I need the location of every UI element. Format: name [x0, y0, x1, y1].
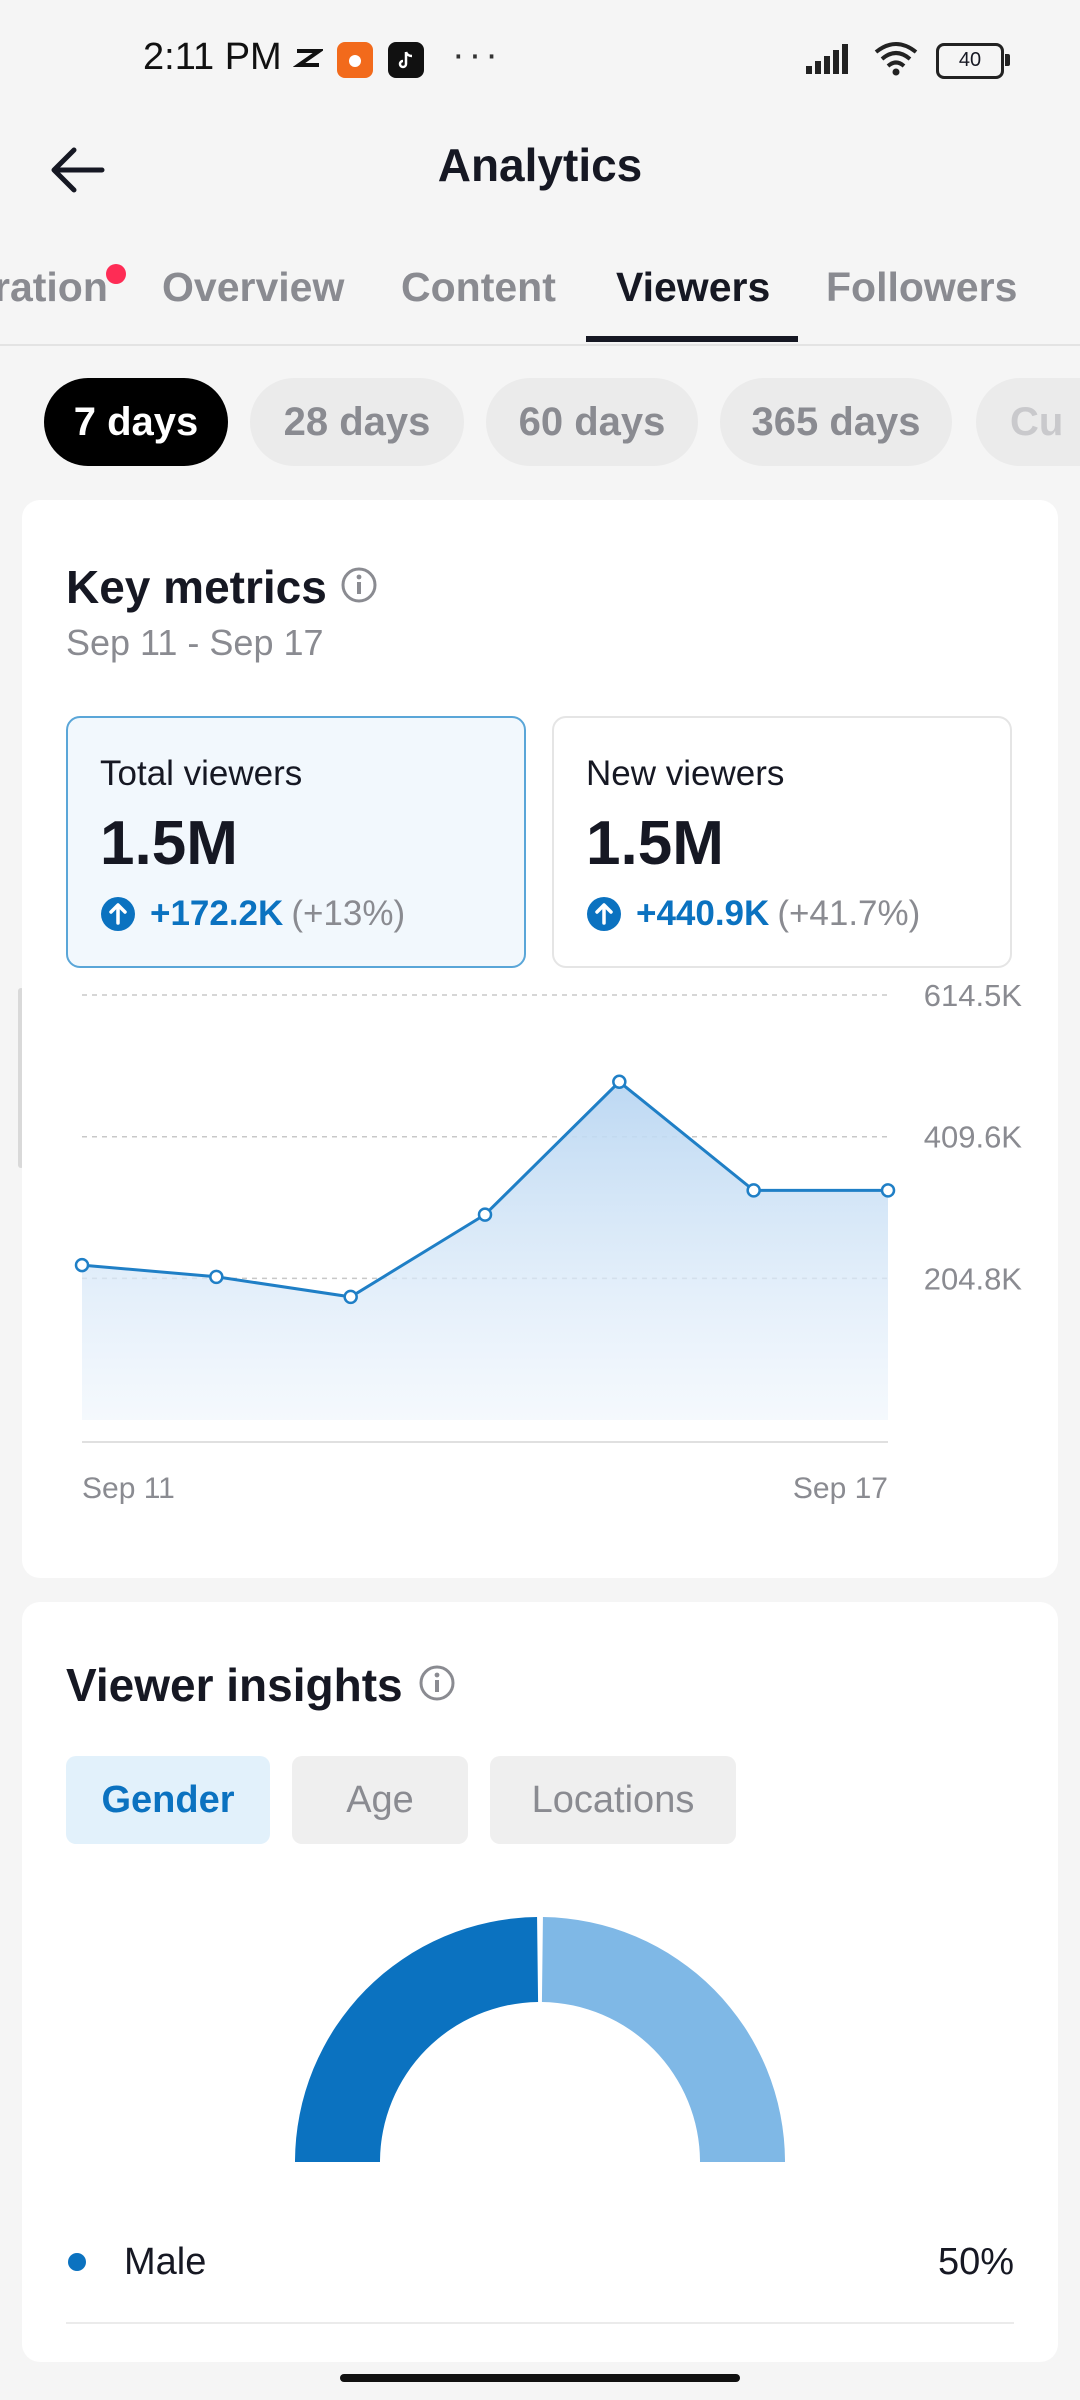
- x-tick-label: Sep 17: [793, 1472, 888, 1505]
- metric-change-percent: (+41.7%): [777, 894, 921, 933]
- legend-label: Male: [124, 2240, 207, 2283]
- arrow-left-icon: [51, 147, 105, 193]
- home-indicator: [340, 2374, 740, 2382]
- scroll-indicator: [18, 988, 24, 1168]
- back-button[interactable]: [40, 134, 112, 206]
- viewers-line-chart: 204.8K 409.6K 614.5K Sep 11 Sep 17: [74, 978, 1023, 1505]
- metric-value: 1.5M: [586, 809, 724, 878]
- tab-age[interactable]: Age: [292, 1756, 468, 1844]
- battery-icon: 40: [936, 42, 1010, 79]
- app-header: Analytics: [0, 120, 1080, 220]
- metric-change-percent: (+13%): [291, 894, 406, 933]
- tab-followers[interactable]: Followers: [826, 264, 1018, 310]
- more-notifications-icon: ···: [452, 34, 502, 76]
- legend-row-male[interactable]: Male 50%: [66, 2232, 1014, 2292]
- tab-viewers[interactable]: Viewers: [616, 264, 771, 310]
- data-point[interactable]: [209, 1269, 224, 1285]
- wifi-icon: [872, 40, 920, 81]
- date-range-chips: 7 days 28 days 60 days 365 days Cu: [0, 378, 1080, 468]
- range-60-days[interactable]: 60 days: [486, 378, 698, 466]
- tab-overview[interactable]: Overview: [162, 264, 345, 310]
- system-icons: 40: [806, 40, 1010, 81]
- data-point[interactable]: [746, 1183, 761, 1198]
- gender-slice-female[interactable]: [541, 1917, 785, 2162]
- tab-gender[interactable]: Gender: [66, 1756, 270, 1844]
- tiktok-icon: [388, 42, 424, 78]
- gender-donut-chart: [295, 1917, 785, 2162]
- capcut-icon: [292, 43, 326, 78]
- key-metrics-date-range: Sep 11 - Sep 17: [66, 622, 324, 663]
- viewer-insights-card: Viewer insights Gender Age Locations Mal…: [22, 1602, 1058, 2362]
- info-icon[interactable]: [418, 1664, 456, 1702]
- notification-dot: [106, 264, 126, 284]
- metric-new-viewers[interactable]: New viewers 1.5M +440.9K (+41.7%): [552, 716, 1012, 968]
- legend-divider: [66, 2322, 1014, 2324]
- metric-change: +172.2K (+13%): [100, 894, 405, 934]
- chart-area-fill: [82, 1081, 888, 1420]
- range-365-days[interactable]: 365 days: [720, 378, 952, 466]
- y-tick-label: 409.6K: [924, 1120, 1023, 1155]
- legend-percent: 50%: [937, 2240, 1014, 2283]
- data-point[interactable]: [74, 1257, 90, 1273]
- range-7-days[interactable]: 7 days: [44, 378, 228, 466]
- metric-value: 1.5M: [100, 809, 238, 878]
- range-28-days[interactable]: 28 days: [250, 378, 464, 466]
- page-title: Analytics: [437, 139, 643, 191]
- status-bar: 2:11 PM ··· 40: [0, 0, 1080, 120]
- metric-label: New viewers: [586, 754, 785, 793]
- viewers-chart[interactable]: 204.8K 409.6K 614.5K Sep 11 Sep 17: [22, 978, 1058, 1540]
- viewer-insights-title: Viewer insights: [66, 1659, 403, 1711]
- data-point[interactable]: [477, 1207, 493, 1222]
- data-point[interactable]: [343, 1289, 358, 1305]
- metric-change: +440.9K (+41.7%): [586, 894, 920, 934]
- data-point[interactable]: [612, 1074, 627, 1090]
- data-point[interactable]: [880, 1183, 896, 1198]
- metric-change-value: +440.9K: [636, 894, 770, 933]
- arrow-up-circle-icon: [587, 897, 621, 931]
- range-custom[interactable]: Cu: [976, 378, 1080, 466]
- status-notification-icons: [292, 42, 326, 78]
- analytics-tabs: ration Overview Content Viewers Follower…: [0, 240, 1080, 346]
- y-tick-label: 204.8K: [924, 1261, 1023, 1296]
- metric-change-value: +172.2K: [150, 894, 284, 933]
- battery-level: 40: [958, 49, 982, 71]
- metric-total-viewers[interactable]: Total viewers 1.5M +172.2K (+13%): [66, 716, 526, 968]
- tab-inspiration[interactable]: ration: [0, 264, 108, 310]
- tab-locations[interactable]: Locations: [490, 1756, 736, 1844]
- status-time: 2:11 PM: [143, 36, 282, 78]
- x-tick-label: Sep 11: [82, 1472, 175, 1505]
- y-tick-label: 614.5K: [924, 980, 1023, 1013]
- key-metrics-title: Key metrics: [66, 561, 327, 613]
- legend-dot: [68, 2253, 86, 2271]
- app-icon-orange: [337, 42, 373, 78]
- signal-icon: [806, 42, 856, 79]
- key-metrics-card: Key metrics Sep 11 - Sep 17 Total viewer…: [22, 500, 1058, 1578]
- gender-slice-male[interactable]: [295, 1917, 539, 2162]
- info-icon[interactable]: [340, 566, 378, 604]
- active-tab-indicator: [586, 336, 798, 342]
- arrow-up-circle-icon: [101, 897, 135, 931]
- metric-label: Total viewers: [100, 754, 303, 793]
- tab-content[interactable]: Content: [401, 264, 556, 310]
